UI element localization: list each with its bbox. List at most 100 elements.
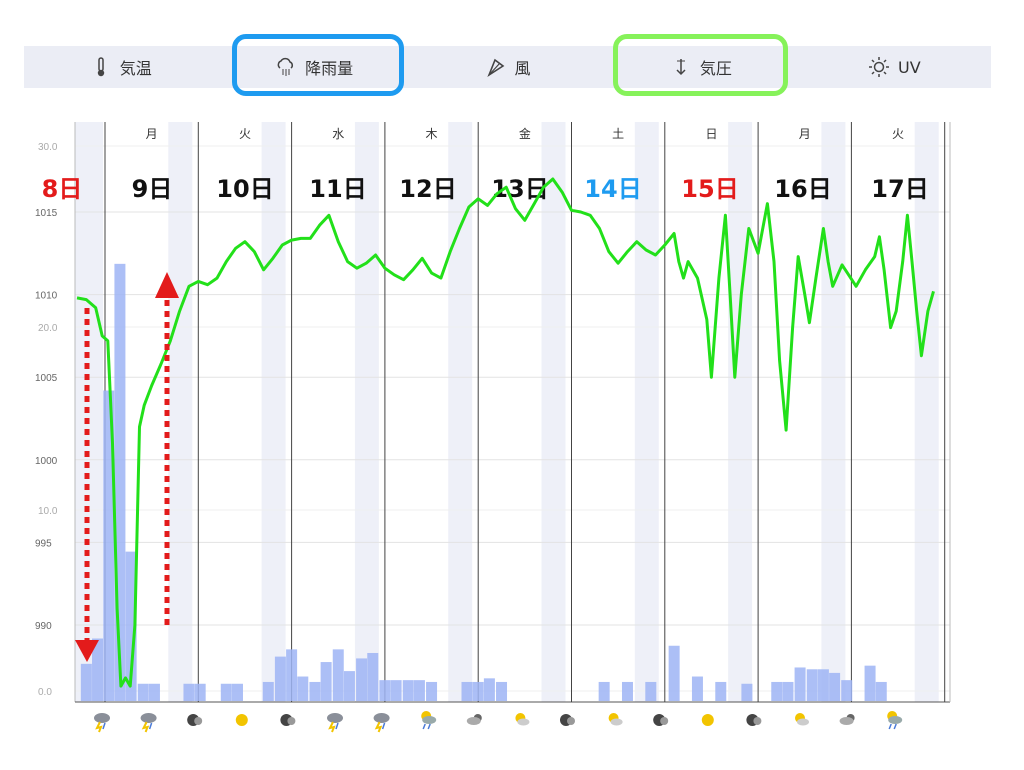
rain-bar (413, 680, 425, 701)
tab-label: 降雨量 (305, 59, 354, 78)
cloudy-icon (280, 714, 296, 726)
rain-tick-label: 0.0 (38, 687, 52, 698)
rain-bar (367, 652, 379, 701)
day-label: 15日 (681, 175, 738, 203)
tab-label: 気圧 (699, 59, 732, 78)
weekday-label: 土 (612, 127, 624, 141)
rain-bar (262, 681, 274, 701)
night-band (354, 122, 379, 702)
thunder-rain-icon (327, 713, 343, 733)
pressure-tick-label: 1005 (35, 373, 58, 384)
pressure-tick-label: 1010 (35, 291, 58, 302)
rain-bar (390, 680, 402, 701)
rain-bar (231, 683, 243, 701)
rain-bar (645, 681, 657, 701)
rain-bar (496, 681, 508, 701)
rain-bar (771, 681, 783, 701)
night-band (821, 122, 846, 702)
rain-bar (715, 681, 727, 701)
rain-bar (598, 681, 610, 701)
tab-label: UV (898, 57, 921, 77)
sunny-icon (701, 714, 714, 726)
weekday-label: 日 (705, 127, 717, 141)
pressure-drop-arrowhead (75, 640, 99, 662)
rain-bar (297, 676, 309, 701)
rain-bar (114, 263, 126, 701)
pressure-tab-highlight (613, 34, 788, 96)
weekday-label: 月 (799, 127, 811, 141)
day-label: 10日 (216, 175, 273, 203)
rain-bar (125, 551, 137, 701)
day-label: 16日 (774, 175, 831, 203)
cloudy-icon (560, 714, 575, 726)
cloud-sun-icon (839, 714, 855, 725)
rain-bar (80, 663, 92, 701)
partly-sunny-icon (515, 713, 530, 726)
rain-tick-label: 20.0 (38, 323, 58, 334)
rain-bar (829, 672, 841, 701)
day-label: 11日 (309, 175, 366, 203)
thermometer-icon (97, 57, 104, 77)
weekday-label: 金 (519, 126, 531, 141)
wind-icon (486, 58, 504, 78)
rain-bar (320, 662, 332, 701)
rain-bar (782, 681, 794, 701)
rain-bar (461, 681, 473, 701)
tab-pressure[interactable]: 気圧 (604, 46, 797, 88)
day-label: 17日 (871, 175, 928, 203)
night-band (914, 122, 939, 702)
day-label: 9日 (132, 175, 173, 203)
weekday-label: 火 (239, 127, 251, 141)
rainfall-tab-highlight (232, 34, 404, 96)
rain-bar (332, 649, 344, 701)
rain-bar (426, 681, 438, 701)
rain-bar (103, 390, 115, 701)
tab-label: 気温 (119, 59, 152, 78)
pressure-tick-label: 1015 (35, 208, 58, 219)
rain-bar (356, 658, 368, 701)
sun-icon (869, 57, 889, 77)
rain-bar (137, 683, 149, 701)
partly-sunny-icon (795, 713, 809, 726)
rain-bar (379, 680, 391, 701)
rain-bar (806, 669, 818, 701)
thunder-rain-icon (94, 713, 110, 733)
rain-bar (472, 681, 484, 701)
rain-bar (794, 667, 806, 701)
rain-bar (183, 683, 195, 701)
rain-bar (817, 669, 829, 701)
cloudy-icon (746, 714, 762, 726)
tab-temperature[interactable]: 気温 (24, 46, 217, 88)
tab-wind[interactable]: 風 (411, 46, 604, 88)
night-band (168, 122, 193, 702)
weekday-label: 水 (332, 127, 344, 141)
rain-bar (875, 681, 887, 701)
thunder-rain-icon (373, 713, 390, 733)
sun-rain-icon (421, 711, 437, 730)
tab-rainfall[interactable]: 降雨量 (217, 46, 410, 88)
day-label: 14日 (584, 175, 641, 203)
rain-tick-label: 10.0 (38, 506, 58, 517)
night-band (634, 122, 659, 702)
cloud-sun-icon (466, 714, 482, 725)
tab-uv[interactable]: UV (798, 46, 991, 88)
pressure-rise-arrowhead (155, 272, 179, 298)
pressure-tick-label: 995 (35, 538, 52, 549)
night-band (448, 122, 473, 702)
partly-sunny-icon (608, 713, 623, 726)
rain-bar (741, 683, 753, 701)
rain-bar (220, 683, 232, 701)
night-band (541, 122, 566, 702)
sunny-icon (235, 714, 248, 726)
weekday-label: 月 (146, 127, 158, 141)
rain-bar (343, 671, 355, 701)
weekday-label: 火 (892, 127, 904, 141)
rain-bar (483, 678, 495, 701)
metric-tabs: 気温 降雨量 風 気圧 UV (24, 46, 991, 88)
pressure-tick-label: 990 (35, 621, 52, 632)
day-label: 8日 (42, 175, 83, 203)
pressure-line (76, 177, 935, 688)
rain-bar (691, 676, 703, 701)
rain-bar (402, 680, 414, 701)
pressure-arrow-icon (676, 59, 686, 76)
